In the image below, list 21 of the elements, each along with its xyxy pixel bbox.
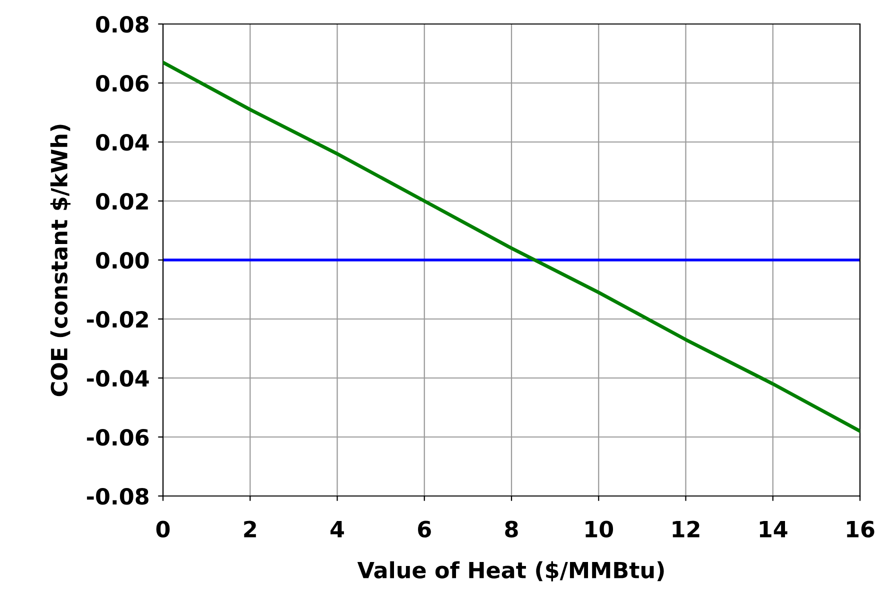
x-axis-title: Value of Heat ($/MMBtu) <box>357 561 664 582</box>
x-tick-label: 8 <box>505 520 518 538</box>
y-tick-label: 0.06 <box>96 74 149 92</box>
y-tick-label: -0.08 <box>86 488 148 505</box>
x-tick-label: 4 <box>330 520 344 538</box>
x-tick-label: 10 <box>586 520 614 538</box>
y-tick-label: 0.00 <box>96 252 149 269</box>
x-tick-label: 2 <box>244 520 256 538</box>
x-tick-label: 16 <box>847 520 874 538</box>
x-tick-label: 0 <box>156 520 170 538</box>
y-tick-label: -0.06 <box>86 428 149 446</box>
y-axis-title: COE (constant $/kWh) <box>50 124 71 396</box>
y-tick-label: 0.02 <box>96 192 148 210</box>
x-tick-label: 12 <box>672 520 700 538</box>
x-tick-label: 14 <box>760 520 788 538</box>
y-tick-label: 0.04 <box>96 134 149 151</box>
x-tick-label: 6 <box>418 520 431 538</box>
y-tick-label: -0.04 <box>86 370 149 387</box>
line-series <box>163 60 860 433</box>
y-tick-label: -0.02 <box>86 310 148 328</box>
y-tick-label: 0.08 <box>96 16 148 33</box>
